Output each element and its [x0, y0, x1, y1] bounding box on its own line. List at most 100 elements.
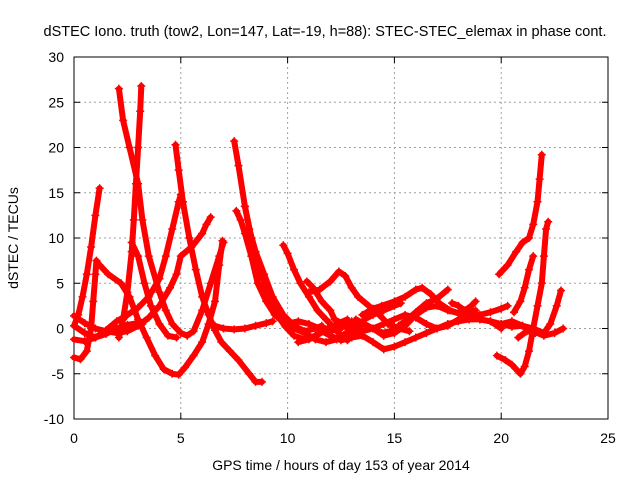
data-point: [125, 143, 134, 152]
series-line: [172, 141, 265, 385]
data-point: [91, 211, 100, 220]
data-point: [326, 331, 335, 340]
data-point: [302, 277, 311, 286]
data-point: [495, 270, 504, 279]
data-point: [465, 310, 474, 319]
data-point: [236, 215, 245, 224]
data-point: [317, 297, 326, 306]
series-line: [295, 307, 479, 346]
data-point: [116, 279, 125, 288]
data-point: [445, 306, 454, 315]
data-point: [411, 308, 420, 317]
data-point: [492, 351, 501, 360]
data-point: [95, 261, 104, 270]
data-point: [369, 304, 378, 313]
data-point: [144, 252, 153, 261]
data-point: [290, 331, 299, 340]
data-point: [114, 333, 123, 342]
data-point: [524, 265, 533, 274]
data-point: [369, 338, 378, 347]
data-point: [330, 315, 339, 324]
data-point: [448, 299, 457, 308]
data-point: [191, 265, 200, 274]
data-point: [497, 304, 506, 313]
series-sat-8: [70, 190, 185, 346]
data-point: [279, 241, 288, 250]
data-point: [232, 206, 241, 215]
data-point: [161, 252, 170, 261]
data-point: [189, 351, 198, 360]
data-point: [178, 197, 187, 206]
data-point: [351, 315, 360, 324]
y-tick-label: 0: [56, 321, 64, 337]
data-point: [240, 324, 249, 333]
data-point: [290, 265, 299, 274]
data-point: [326, 277, 335, 286]
series-sat-26: [492, 217, 553, 378]
data-point: [358, 327, 367, 336]
x-tick-label: 25: [600, 430, 616, 446]
data-point: [217, 338, 226, 347]
data-point: [240, 202, 249, 211]
data-point: [512, 247, 521, 256]
data-point: [304, 319, 313, 328]
data-point: [198, 292, 207, 301]
data-point: [168, 319, 177, 328]
series-sat-17: [304, 267, 414, 336]
series-sat-29: [510, 252, 538, 317]
data-point: [172, 333, 181, 342]
series-sat-3: [70, 184, 104, 330]
data-point: [533, 197, 542, 206]
data-point: [426, 290, 435, 299]
data-point: [251, 321, 260, 330]
data-point: [80, 329, 89, 338]
data-point: [524, 347, 533, 356]
series-line: [511, 253, 537, 316]
data-point: [245, 224, 254, 233]
x-tick-label: 20: [493, 430, 509, 446]
data-point: [215, 252, 224, 261]
data-point: [411, 333, 420, 342]
data-point: [82, 270, 91, 279]
data-point: [161, 306, 170, 315]
series-sat-14: [245, 224, 326, 336]
y-tick-label: 20: [48, 140, 64, 156]
data-point: [501, 356, 510, 365]
data-point: [411, 285, 420, 294]
y-tick-label: -10: [44, 411, 64, 427]
data-point: [475, 315, 484, 324]
data-point: [257, 377, 266, 386]
x-axis-label: GPS time / hours of day 153 of year 2014: [212, 457, 470, 473]
data-point: [401, 292, 410, 301]
data-point: [552, 301, 561, 310]
data-point: [456, 310, 465, 319]
data-point: [144, 313, 153, 322]
data-point: [311, 324, 320, 333]
data-point: [131, 179, 140, 188]
data-point: [516, 369, 525, 378]
data-point: [529, 220, 538, 229]
data-point: [347, 333, 356, 342]
data-point: [138, 319, 147, 328]
data-point: [539, 252, 548, 261]
data-point: [369, 324, 378, 333]
y-tick-label: 5: [56, 275, 64, 291]
data-point: [206, 213, 215, 222]
axis-tick-labels: 0 5 10 15 20 25 -10 -5 0 5 10 15 20 25 30: [44, 49, 616, 446]
data-point: [134, 143, 143, 152]
data-point: [296, 279, 305, 288]
data-point: [467, 301, 476, 310]
series-line: [71, 237, 226, 378]
data-point: [112, 317, 121, 326]
data-point: [174, 370, 183, 379]
data-point: [102, 326, 111, 335]
data-point: [225, 347, 234, 356]
data-point: [535, 175, 544, 184]
data-point: [70, 335, 78, 344]
x-tick-label: 10: [280, 430, 296, 446]
data-point: [134, 303, 143, 312]
data-point: [358, 310, 367, 319]
data-point: [337, 319, 345, 328]
data-point: [557, 286, 566, 295]
